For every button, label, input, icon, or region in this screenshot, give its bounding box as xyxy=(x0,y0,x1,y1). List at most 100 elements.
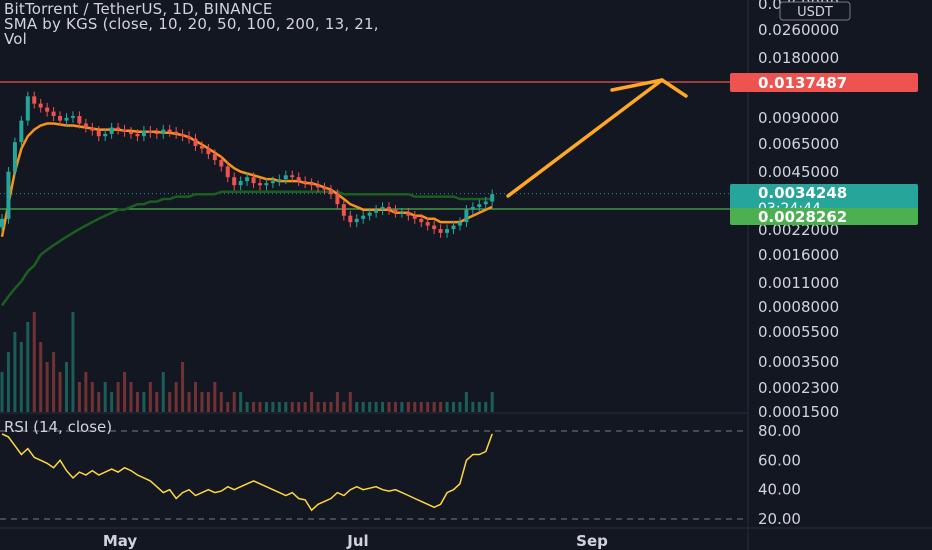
volume-bar xyxy=(290,402,294,412)
volume-bar xyxy=(77,382,81,412)
candle-body xyxy=(354,218,359,223)
price-tick-label: 0.0011000 xyxy=(758,274,839,292)
currency-label: USDT xyxy=(797,5,833,20)
candle-body xyxy=(335,194,340,205)
volume-bar xyxy=(477,402,481,412)
candle-body xyxy=(374,209,379,213)
volume-bar xyxy=(213,382,217,412)
candle-body xyxy=(238,181,243,186)
candle-body xyxy=(32,96,37,104)
volume-bar xyxy=(206,392,210,412)
volume-bar xyxy=(419,402,423,412)
candle-body xyxy=(451,225,456,230)
volume-bar xyxy=(239,392,243,412)
volume-indicator-label[interactable]: Vol xyxy=(4,30,28,48)
volume-bar xyxy=(361,402,365,412)
volume-bar xyxy=(413,402,417,412)
candle-body xyxy=(103,133,108,137)
volume-bar xyxy=(200,392,204,412)
volume-bar xyxy=(39,342,43,412)
candle-body xyxy=(490,194,495,202)
sma-long-line xyxy=(0,190,493,307)
volume-bar xyxy=(335,392,339,412)
candle-body xyxy=(477,204,482,207)
time-axis-label: Jul xyxy=(346,532,368,550)
price-tick-label: 0.0045000 xyxy=(758,163,839,181)
candle-body xyxy=(438,229,443,233)
candle-body xyxy=(380,206,385,210)
candle-body xyxy=(393,209,398,213)
support-price-tag xyxy=(730,208,918,225)
volume-bar xyxy=(458,402,462,412)
candle-body xyxy=(6,171,11,219)
volume-bar xyxy=(161,372,165,412)
candle-body xyxy=(361,215,366,219)
candle-body xyxy=(341,204,346,216)
volume-bar xyxy=(484,402,488,412)
volume-bar xyxy=(445,402,449,412)
candle-body xyxy=(199,145,204,149)
currency-box xyxy=(779,1,851,21)
sma-indicator-label[interactable]: SMA by KGS (close, 10, 20, 50, 100, 200,… xyxy=(4,15,379,33)
candle-body xyxy=(206,148,211,155)
volume-bar xyxy=(65,362,68,412)
rsi-tick-label: 40.00 xyxy=(758,481,801,499)
projection-arrow xyxy=(506,78,664,198)
symbol-title: BitTorrent / TetherUS, 1D, BINANCE xyxy=(4,0,273,18)
candle-body xyxy=(25,96,30,121)
volume-bar xyxy=(329,402,333,412)
candle-body xyxy=(154,132,159,134)
candle-body xyxy=(219,160,224,167)
candle-body xyxy=(122,129,127,132)
candle-body xyxy=(51,111,56,117)
candle-body xyxy=(399,212,404,214)
resistance-price-tag-text: 0.0137487 xyxy=(758,74,847,92)
candle-body xyxy=(38,103,43,108)
volume-bar xyxy=(374,402,378,412)
volume-bar xyxy=(406,402,410,412)
time-axis-label: May xyxy=(103,532,138,550)
volume-bar xyxy=(316,402,320,412)
candle-body xyxy=(251,177,256,184)
rsi-indicator-label[interactable]: RSI (14, close) xyxy=(4,418,113,436)
volume-bar xyxy=(97,392,101,412)
price-tick-label: 0.0008000 xyxy=(758,298,839,316)
candle-body xyxy=(322,187,327,190)
candle-body xyxy=(45,107,50,112)
volume-bar xyxy=(342,402,346,412)
volume-bar xyxy=(84,372,88,412)
candle-body xyxy=(0,218,4,228)
volume-bar xyxy=(45,362,49,412)
volume-bar xyxy=(26,322,30,412)
candle-body xyxy=(167,129,172,132)
candle-body xyxy=(77,116,82,124)
candle-body xyxy=(290,175,295,178)
candle-body xyxy=(412,215,417,219)
arrow-head xyxy=(610,78,688,98)
candle-body xyxy=(64,117,69,121)
candle-body xyxy=(70,116,75,118)
candle-body xyxy=(232,177,237,186)
volume-bar xyxy=(174,382,178,412)
rsi-tick-label: 20.00 xyxy=(758,510,801,528)
candle-body xyxy=(483,201,488,205)
volume-bar xyxy=(6,352,10,412)
price-tick-label: 0.0016000 xyxy=(758,246,839,264)
candle-body xyxy=(135,133,140,137)
volume-bar xyxy=(116,382,120,412)
volume-bar xyxy=(432,402,436,412)
volume-bar xyxy=(245,402,249,412)
volume-bar xyxy=(155,392,159,412)
time-axis-label: Sep xyxy=(576,532,608,550)
volume-bar xyxy=(303,402,307,412)
candle-body xyxy=(457,222,462,226)
volume-bar xyxy=(103,382,107,412)
volume-bar xyxy=(13,332,17,412)
price-tick-label: 0.0005500 xyxy=(758,323,839,341)
price-tick-label: 0.0002300 xyxy=(758,379,839,397)
candle-body xyxy=(470,206,475,210)
volume-bar xyxy=(135,392,139,412)
price-tick-label: 0.0090000 xyxy=(758,109,839,127)
price-tick-label: 0.0003500 xyxy=(758,353,839,371)
